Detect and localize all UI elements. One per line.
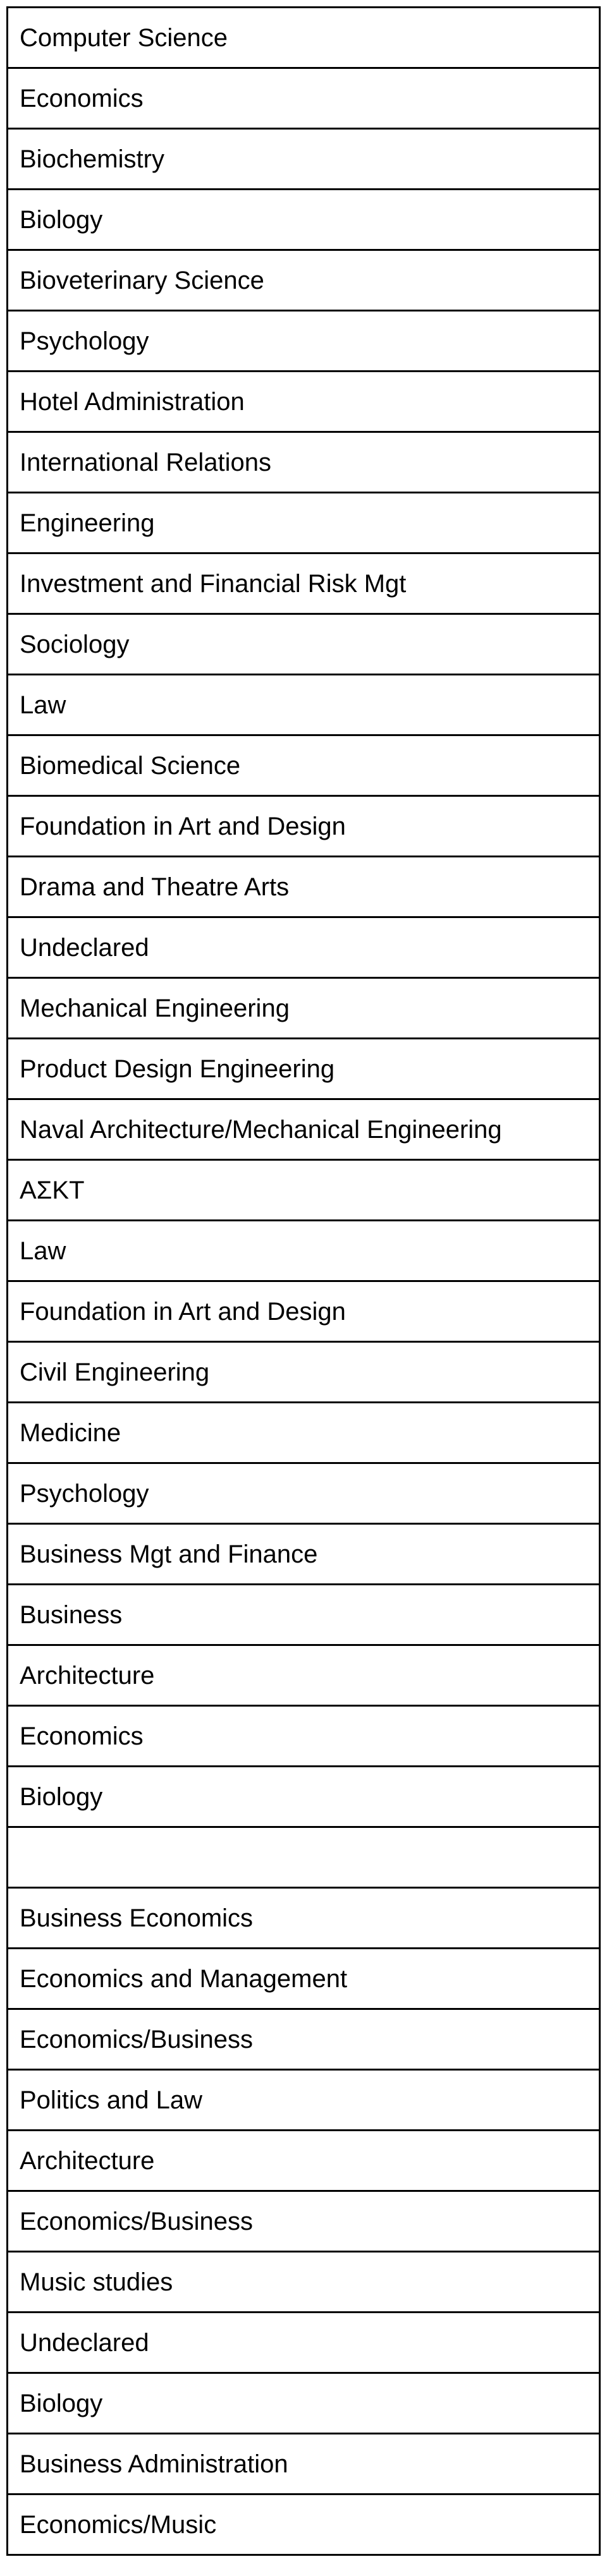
- table-row: Drama and Theatre Arts: [8, 857, 600, 917]
- table-row: Business: [8, 1585, 600, 1645]
- table-row: Engineering: [8, 493, 600, 553]
- table-row: Undeclared: [8, 917, 600, 978]
- table-row: Economics: [8, 1706, 600, 1767]
- subject-cell: Business Mgt and Finance: [8, 1524, 600, 1585]
- table-row: Mechanical Engineering: [8, 978, 600, 1039]
- subject-cell: Law: [8, 1221, 600, 1281]
- table-row: Undeclared: [8, 2313, 600, 2373]
- table-row: Biochemistry: [8, 129, 600, 190]
- table-row: Product Design Engineering: [8, 1039, 600, 1099]
- subject-cell: [8, 1827, 600, 1888]
- subject-cell: International Relations: [8, 432, 600, 493]
- subject-cell: Economics: [8, 68, 600, 129]
- table-row: Music studies: [8, 2252, 600, 2313]
- subject-cell: Computer Science: [8, 8, 600, 68]
- table-row: Architecture: [8, 1645, 600, 1706]
- subject-cell: Foundation in Art and Design: [8, 796, 600, 857]
- subjects-table: Computer ScienceEconomicsBiochemistryBio…: [6, 6, 601, 2556]
- subject-cell: Economics/Music: [8, 2494, 600, 2555]
- subject-cell: Biology: [8, 190, 600, 250]
- subject-cell: Economics and Management: [8, 1949, 600, 2009]
- table-row: Foundation in Art and Design: [8, 1281, 600, 1342]
- subject-cell: Biochemistry: [8, 129, 600, 190]
- subject-cell: Architecture: [8, 1645, 600, 1706]
- table-row: Bioveterinary Science: [8, 250, 600, 311]
- subject-cell: Politics and Law: [8, 2070, 600, 2131]
- subject-cell: Law: [8, 675, 600, 735]
- table-row: Biomedical Science: [8, 735, 600, 796]
- table-row: Investment and Financial Risk Mgt: [8, 553, 600, 614]
- table-row: Sociology: [8, 614, 600, 675]
- table-row: International Relations: [8, 432, 600, 493]
- table-row: Economics/Business: [8, 2191, 600, 2252]
- subject-cell: Undeclared: [8, 917, 600, 978]
- table-row: Naval Architecture/Mechanical Engineerin…: [8, 1099, 600, 1160]
- table-row: Law: [8, 1221, 600, 1281]
- subject-cell: ΑΣΚΤ: [8, 1160, 600, 1221]
- subject-cell: Business Economics: [8, 1888, 600, 1949]
- table-row: Psychology: [8, 311, 600, 372]
- subject-cell: Investment and Financial Risk Mgt: [8, 553, 600, 614]
- table-row: Law: [8, 675, 600, 735]
- subject-cell: Product Design Engineering: [8, 1039, 600, 1099]
- table-row: Architecture: [8, 2131, 600, 2191]
- table-row: Civil Engineering: [8, 1342, 600, 1403]
- subject-cell: Business Administration: [8, 2434, 600, 2494]
- subject-cell: Economics/Business: [8, 2009, 600, 2070]
- table-row: Business Economics: [8, 1888, 600, 1949]
- table-row: Biology: [8, 1767, 600, 1827]
- subject-cell: Sociology: [8, 614, 600, 675]
- table-row: Biology: [8, 190, 600, 250]
- table-row: ΑΣΚΤ: [8, 1160, 600, 1221]
- table-row: [8, 1827, 600, 1888]
- subjects-table-container: Computer ScienceEconomicsBiochemistryBio…: [6, 6, 601, 2556]
- subject-cell: Music studies: [8, 2252, 600, 2313]
- table-row: Economics: [8, 68, 600, 129]
- subject-cell: Economics: [8, 1706, 600, 1767]
- subject-cell: Architecture: [8, 2131, 600, 2191]
- table-row: Psychology: [8, 1463, 600, 1524]
- subject-cell: Engineering: [8, 493, 600, 553]
- table-row: Economics/Music: [8, 2494, 600, 2555]
- subject-cell: Economics/Business: [8, 2191, 600, 2252]
- subject-cell: Mechanical Engineering: [8, 978, 600, 1039]
- subject-cell: Hotel Administration: [8, 372, 600, 432]
- subject-cell: Drama and Theatre Arts: [8, 857, 600, 917]
- subject-cell: Psychology: [8, 1463, 600, 1524]
- table-row: Economics/Business: [8, 2009, 600, 2070]
- subject-cell: Naval Architecture/Mechanical Engineerin…: [8, 1099, 600, 1160]
- table-row: Computer Science: [8, 8, 600, 68]
- subject-cell: Psychology: [8, 311, 600, 372]
- subject-cell: Civil Engineering: [8, 1342, 600, 1403]
- table-row: Politics and Law: [8, 2070, 600, 2131]
- table-row: Foundation in Art and Design: [8, 796, 600, 857]
- subject-cell: Bioveterinary Science: [8, 250, 600, 311]
- subjects-table-body: Computer ScienceEconomicsBiochemistryBio…: [8, 8, 600, 2555]
- table-row: Medicine: [8, 1403, 600, 1463]
- subject-cell: Medicine: [8, 1403, 600, 1463]
- subject-cell: Biomedical Science: [8, 735, 600, 796]
- subject-cell: Business: [8, 1585, 600, 1645]
- subject-cell: Biology: [8, 1767, 600, 1827]
- table-row: Hotel Administration: [8, 372, 600, 432]
- table-row: Economics and Management: [8, 1949, 600, 2009]
- subject-cell: Foundation in Art and Design: [8, 1281, 600, 1342]
- table-row: Business Administration: [8, 2434, 600, 2494]
- table-row: Business Mgt and Finance: [8, 1524, 600, 1585]
- table-row: Biology: [8, 2373, 600, 2434]
- subject-cell: Biology: [8, 2373, 600, 2434]
- subject-cell: Undeclared: [8, 2313, 600, 2373]
